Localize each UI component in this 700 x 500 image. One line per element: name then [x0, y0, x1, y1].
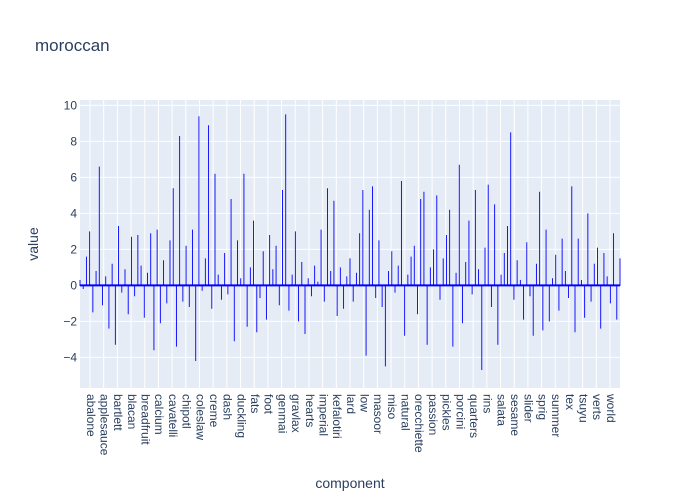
series-layer [79, 114, 621, 370]
y-tick-label: −2 [63, 314, 77, 328]
x-tick-label: cavatelli [166, 394, 180, 437]
x-tick-label: sprig [535, 394, 549, 420]
x-tick-label: masoor [371, 394, 385, 434]
x-tick-label: pickles [440, 394, 454, 431]
x-tick-label: verts [590, 394, 604, 420]
x-tick-label: breadfruit [139, 394, 153, 445]
x-tick-label: quarters [467, 394, 481, 438]
x-tick-label: dash [221, 394, 235, 420]
y-tick-label: −4 [63, 350, 77, 364]
x-tick-label: miso [385, 394, 399, 420]
x-tick-label: passion [426, 394, 440, 435]
y-tick-label: 2 [70, 242, 77, 256]
x-tick-label: kefalotiri [330, 394, 344, 439]
y-tick-label: 6 [70, 170, 77, 184]
y-tick-label: 10 [64, 98, 78, 112]
x-tick-label: applesauce [98, 394, 112, 456]
x-tick-label: foot [262, 394, 276, 415]
y-tick-label: 4 [70, 206, 77, 220]
x-tick-label: genmai [275, 394, 289, 433]
x-tick-label: bartlett [111, 394, 125, 431]
y-tick-label: 0 [70, 278, 77, 292]
x-tick-label: calcium [152, 394, 166, 435]
x-tick-label: imperial [316, 394, 330, 436]
x-tick-label: coleslaw [193, 394, 207, 440]
x-tick-label: gravlax [289, 394, 303, 433]
x-tick-label: slider [522, 394, 536, 423]
x-tick-label: low [358, 394, 372, 412]
x-tick-label: world [604, 393, 618, 423]
x-axis-title: component [315, 475, 384, 491]
x-tick-label: creme [207, 394, 221, 428]
x-tick-label: duckling [234, 394, 248, 438]
chart-title: moroccan [35, 36, 110, 55]
x-tick-label: porcini [453, 394, 467, 429]
y-axis-ticks: −4 −2 0 2 4 6 8 10 [63, 98, 77, 364]
x-tick-label: blacan [125, 394, 139, 429]
x-tick-label: abalone [84, 394, 98, 437]
y-axis-title: value [25, 227, 41, 261]
x-tick-label: salata [494, 394, 508, 426]
grid-lines [80, 100, 620, 388]
x-tick-label: orecchiette [412, 394, 426, 453]
x-tick-label: lard [344, 394, 358, 414]
x-axis-ticks: abalone applesauce bartlett blacan breadfrui… [84, 393, 618, 456]
x-tick-label: fats [248, 394, 262, 413]
x-tick-label: tsuyu [576, 394, 590, 423]
x-tick-label: chipotl [180, 394, 194, 429]
x-tick-label: natural [399, 394, 413, 431]
x-tick-label: tex [563, 394, 577, 410]
y-tick-label: 8 [70, 134, 77, 148]
x-tick-label: rins [481, 394, 495, 413]
x-tick-label: summer [549, 394, 563, 437]
x-tick-label: hearts [303, 394, 317, 427]
series-line [79, 114, 621, 370]
x-tick-label: sesame [508, 394, 522, 436]
